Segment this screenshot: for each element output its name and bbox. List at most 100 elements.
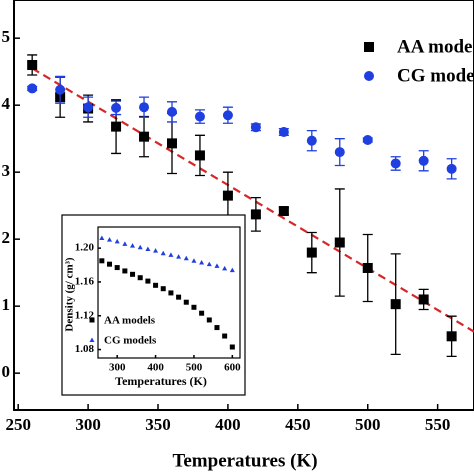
- point: [89, 337, 95, 342]
- point: [306, 135, 317, 146]
- x-tick-label: 400: [147, 362, 164, 374]
- point: [153, 248, 159, 253]
- point: [250, 209, 261, 220]
- x-tick-label: 500: [186, 362, 203, 374]
- y-tick-label: 3: [2, 161, 11, 180]
- point: [168, 290, 174, 296]
- point: [111, 102, 122, 113]
- point: [191, 304, 197, 310]
- inset-frame: [61, 214, 246, 396]
- point: [122, 241, 128, 246]
- legend-label: CG models: [397, 65, 474, 86]
- point: [145, 278, 151, 284]
- y-tick-label: 1.08: [75, 343, 95, 355]
- point: [362, 262, 373, 273]
- legend-label: AA models: [104, 315, 156, 327]
- point: [446, 163, 457, 174]
- point: [390, 158, 401, 169]
- point: [111, 121, 122, 132]
- point: [183, 299, 189, 305]
- point: [390, 299, 401, 310]
- y-tick-label: 1.20: [75, 242, 95, 254]
- legend-label: AA models: [397, 36, 474, 57]
- axes-frame: [97, 226, 241, 359]
- point: [278, 206, 289, 217]
- point: [222, 265, 228, 271]
- legend-label: CG models: [104, 335, 157, 347]
- point: [222, 333, 228, 339]
- y-tick-label: 2: [2, 228, 11, 247]
- point: [137, 275, 143, 281]
- point: [139, 102, 150, 113]
- x-axis-label: Temperatures (K): [172, 450, 317, 471]
- point: [83, 102, 94, 113]
- y-axis-label: Density (g/ cm³): [64, 257, 76, 332]
- point: [168, 252, 174, 257]
- point: [176, 254, 182, 259]
- point: [153, 282, 159, 288]
- point: [222, 190, 233, 201]
- point: [334, 147, 345, 158]
- x-tick-label: 300: [75, 415, 101, 434]
- point: [107, 261, 113, 267]
- point: [364, 42, 374, 52]
- point: [160, 286, 166, 292]
- x-axis-label: Temperatures (K): [115, 374, 207, 388]
- point: [55, 84, 66, 95]
- point: [122, 268, 128, 274]
- x-tick-label: 400: [215, 415, 241, 434]
- point: [99, 235, 105, 240]
- point: [199, 259, 205, 265]
- x-tick-label: 450: [285, 415, 311, 434]
- point: [418, 294, 429, 305]
- point: [99, 258, 105, 264]
- y-tick-label: 0: [2, 362, 11, 381]
- point: [27, 59, 38, 70]
- axes-frame: [13, 0, 474, 411]
- x-tick-label: 250: [5, 415, 31, 434]
- y-tick-label: 1: [2, 295, 11, 314]
- point: [199, 310, 205, 316]
- point: [176, 294, 182, 300]
- point: [222, 110, 233, 121]
- point: [229, 267, 235, 273]
- point: [89, 317, 95, 323]
- y-tick-label: 5: [2, 27, 11, 46]
- point: [229, 344, 235, 350]
- point: [166, 106, 177, 117]
- point: [446, 331, 457, 342]
- point: [206, 317, 212, 323]
- point: [114, 265, 120, 271]
- point: [334, 237, 345, 248]
- point: [137, 244, 143, 250]
- point: [206, 261, 212, 267]
- point: [191, 258, 197, 263]
- point: [306, 247, 317, 258]
- x-tick-label: 600: [224, 362, 241, 374]
- point: [250, 122, 261, 133]
- point: [107, 237, 113, 242]
- point: [214, 263, 220, 268]
- point: [418, 155, 429, 166]
- legend-marker: 300 400 500 6001.081.121.161.20Temperatures…: [61, 214, 246, 396]
- point: [145, 246, 151, 251]
- x-tick-label: 550: [425, 415, 451, 434]
- x-tick-label: 500: [355, 415, 381, 434]
- point: [130, 243, 136, 248]
- point: [27, 83, 38, 94]
- point: [114, 238, 120, 244]
- x-tick-label: 300: [109, 362, 126, 374]
- point: [166, 138, 177, 149]
- y-tick-label: 1.16: [75, 275, 95, 287]
- point: [194, 111, 205, 122]
- point: [362, 135, 373, 146]
- point: [364, 71, 374, 81]
- x-tick-label: 350: [145, 415, 171, 434]
- point: [183, 255, 189, 261]
- point: [160, 250, 166, 256]
- point: [139, 131, 150, 142]
- y-tick-label: 4: [2, 94, 11, 113]
- point: [278, 126, 289, 137]
